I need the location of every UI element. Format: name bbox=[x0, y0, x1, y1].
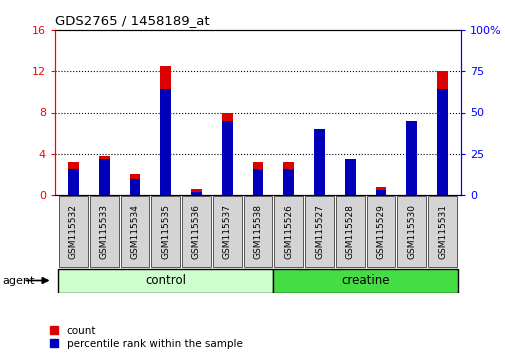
Text: GSM115532: GSM115532 bbox=[69, 204, 78, 259]
FancyBboxPatch shape bbox=[427, 196, 456, 267]
FancyBboxPatch shape bbox=[58, 268, 273, 292]
Bar bbox=[68, 162, 79, 195]
Text: GSM115530: GSM115530 bbox=[407, 204, 416, 259]
Text: GSM115535: GSM115535 bbox=[161, 204, 170, 259]
FancyBboxPatch shape bbox=[335, 196, 364, 267]
Text: GSM115526: GSM115526 bbox=[284, 204, 293, 259]
FancyBboxPatch shape bbox=[305, 196, 333, 267]
Text: creatine: creatine bbox=[341, 274, 389, 287]
Bar bbox=[314, 166, 324, 195]
Bar bbox=[191, 189, 201, 195]
Bar bbox=[98, 159, 110, 195]
FancyBboxPatch shape bbox=[274, 196, 302, 267]
Text: GSM115533: GSM115533 bbox=[99, 204, 109, 259]
Bar bbox=[129, 175, 140, 195]
Text: GSM115534: GSM115534 bbox=[130, 204, 139, 259]
FancyBboxPatch shape bbox=[182, 196, 211, 267]
Bar bbox=[221, 113, 232, 195]
Bar bbox=[436, 71, 447, 195]
Bar bbox=[98, 156, 110, 195]
Text: GSM115529: GSM115529 bbox=[376, 204, 385, 259]
Text: GSM115538: GSM115538 bbox=[253, 204, 262, 259]
FancyBboxPatch shape bbox=[366, 196, 395, 267]
Text: agent: agent bbox=[3, 275, 35, 285]
Bar bbox=[344, 159, 355, 195]
Text: GSM115527: GSM115527 bbox=[315, 204, 323, 259]
FancyBboxPatch shape bbox=[213, 196, 241, 267]
FancyBboxPatch shape bbox=[396, 196, 425, 267]
Text: GDS2765 / 1458189_at: GDS2765 / 1458189_at bbox=[55, 15, 209, 28]
Bar bbox=[68, 169, 79, 195]
Bar bbox=[283, 162, 293, 195]
Bar bbox=[160, 66, 171, 195]
Bar bbox=[129, 178, 140, 195]
Legend: count, percentile rank within the sample: count, percentile rank within the sample bbox=[50, 326, 242, 349]
Bar bbox=[314, 129, 324, 195]
Bar bbox=[221, 121, 232, 195]
FancyBboxPatch shape bbox=[273, 268, 457, 292]
Bar bbox=[252, 169, 263, 195]
Bar bbox=[252, 162, 263, 195]
Bar bbox=[406, 133, 416, 195]
FancyBboxPatch shape bbox=[89, 196, 119, 267]
Bar bbox=[283, 169, 293, 195]
FancyBboxPatch shape bbox=[59, 196, 88, 267]
Bar bbox=[344, 162, 355, 195]
FancyBboxPatch shape bbox=[151, 196, 180, 267]
Bar bbox=[406, 121, 416, 195]
Text: GSM115531: GSM115531 bbox=[437, 204, 446, 259]
FancyBboxPatch shape bbox=[243, 196, 272, 267]
Bar bbox=[375, 190, 386, 195]
Text: GSM115537: GSM115537 bbox=[222, 204, 231, 259]
Text: control: control bbox=[145, 274, 186, 287]
Text: GSM115528: GSM115528 bbox=[345, 204, 354, 259]
Bar bbox=[436, 90, 447, 195]
Bar bbox=[375, 187, 386, 195]
Text: GSM115536: GSM115536 bbox=[191, 204, 200, 259]
Bar bbox=[160, 90, 171, 195]
Bar bbox=[191, 192, 201, 195]
FancyBboxPatch shape bbox=[120, 196, 149, 267]
